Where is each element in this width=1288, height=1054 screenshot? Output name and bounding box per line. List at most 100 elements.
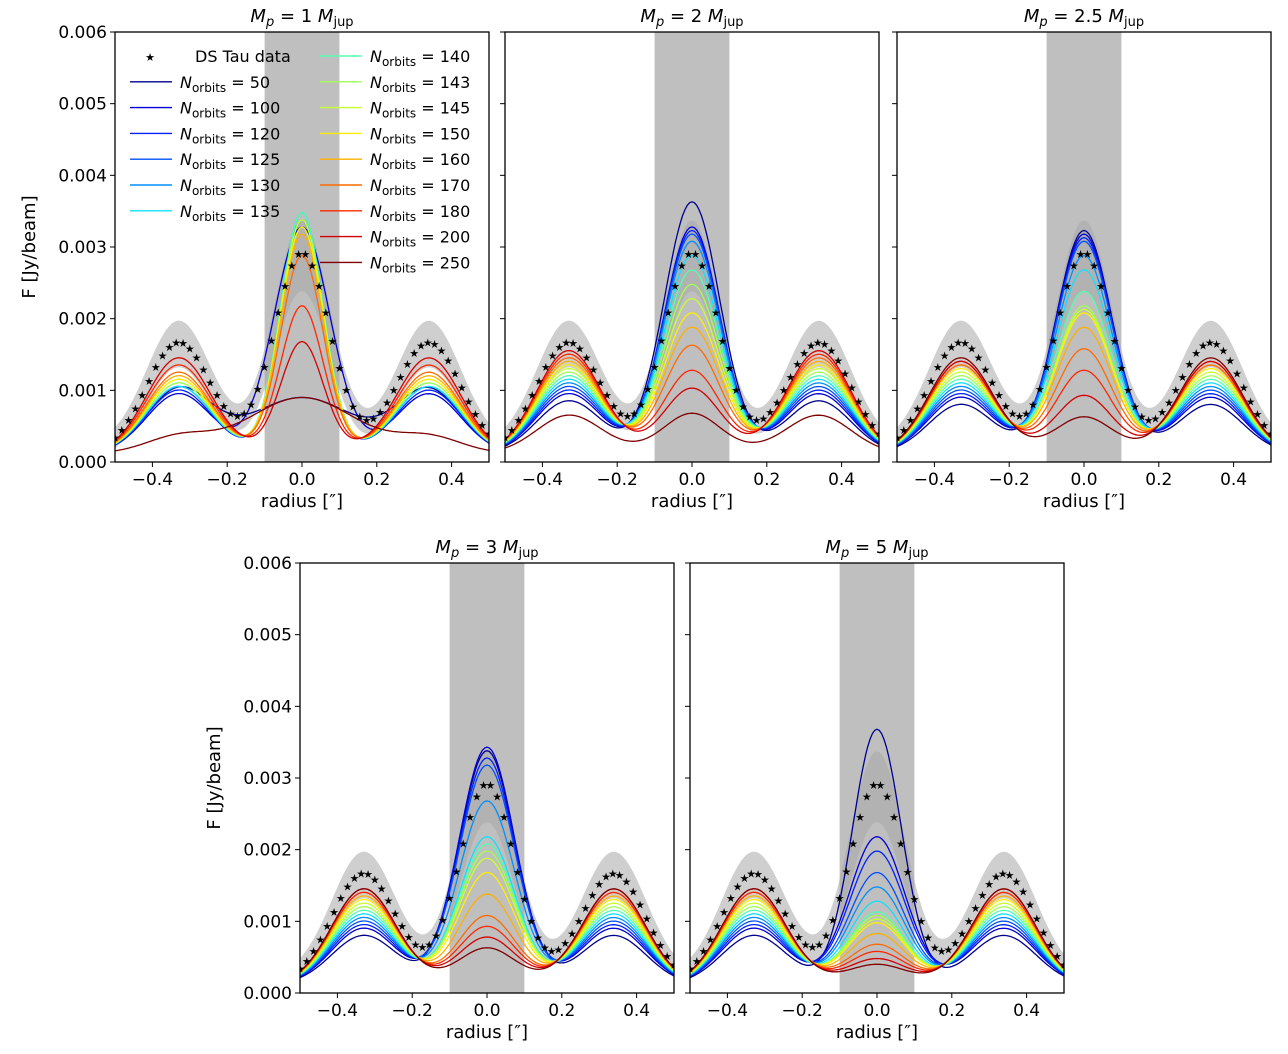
data-point: ★: [987, 376, 997, 389]
data-point: ★: [1259, 419, 1269, 432]
data-point: ★: [642, 912, 652, 925]
model-line: [300, 871, 674, 974]
data-point: ★: [826, 344, 836, 357]
data-point: ★: [1018, 886, 1028, 899]
data-point: ★: [772, 396, 782, 409]
data-point: ★: [919, 389, 929, 402]
x-tick-label: 0.2: [548, 1001, 575, 1021]
data-point: ★: [1014, 410, 1024, 423]
data-point: ★: [266, 335, 276, 348]
data-point: ★: [368, 412, 378, 425]
data-point: ★: [472, 790, 482, 803]
model-line: [300, 836, 674, 976]
model-line: [300, 800, 674, 976]
data-point: ★: [670, 280, 680, 293]
data-point: ★: [937, 945, 947, 958]
x-axis-label: radius [″]: [1043, 491, 1125, 512]
model-line: [690, 902, 1064, 974]
data-point: ★: [411, 938, 421, 951]
data-point: ★: [513, 866, 523, 879]
data-point: ★: [848, 837, 858, 850]
data-point: ★: [903, 866, 913, 879]
x-tick-label: 0.0: [473, 1001, 500, 1021]
y-tick-label: 0.006: [243, 554, 292, 574]
model-line: [505, 283, 879, 443]
data-point: ★: [733, 880, 743, 893]
legend-label: Norbits = 130: [180, 176, 280, 198]
x-tick-label: 0.0: [863, 1001, 890, 1021]
legend-label: Norbits = 150: [370, 124, 470, 146]
data-point: ★: [896, 838, 906, 851]
data-point: ★: [1039, 926, 1049, 939]
data-point: ★: [534, 375, 544, 388]
plot-area: ★★★★★★★★★★★★★★★★★★★★★★★★★★★★★★★★★★★★★★★★…: [690, 563, 1069, 993]
data-point: ★: [906, 414, 916, 427]
data-point: ★: [417, 941, 427, 954]
data-point: ★: [307, 259, 317, 272]
x-tick-label: 0.4: [1220, 470, 1247, 490]
model-line: [300, 750, 674, 979]
data-point: ★: [1089, 259, 1099, 272]
data-point: ★: [799, 347, 809, 360]
data-point: ★: [322, 920, 332, 933]
data-point: ★: [1178, 371, 1188, 384]
data-point: ★: [835, 892, 845, 905]
data-point: ★: [377, 882, 387, 895]
data-point: ★: [1123, 384, 1133, 397]
data-point: ★: [1052, 950, 1062, 963]
model-line: [115, 226, 489, 444]
model-line: [115, 305, 489, 442]
model-line: [300, 857, 674, 974]
data-point: ★: [507, 424, 517, 437]
x-tick-label: 0.0: [288, 470, 315, 490]
data-point: ★: [821, 929, 831, 942]
data-point: ★: [758, 412, 768, 425]
data-point: ★: [1011, 875, 1021, 888]
data-point: ★: [553, 943, 563, 956]
y-tick-label: 0.002: [243, 841, 292, 861]
x-tick-label: −0.4: [132, 470, 173, 490]
data-point: ★: [731, 384, 741, 397]
data-point: ★: [1035, 383, 1045, 396]
data-point: ★: [899, 424, 909, 437]
data-point: ★: [363, 868, 373, 881]
data-point: ★: [806, 340, 816, 353]
model-line: [690, 836, 1064, 978]
data-point: ★: [144, 375, 154, 388]
data-point: ★: [404, 931, 414, 944]
legend-label: Norbits = 250: [370, 253, 470, 275]
model-line: [505, 201, 879, 447]
data-point: ★: [246, 398, 256, 411]
model-line: [690, 886, 1064, 976]
data-point: ★: [1059, 959, 1069, 972]
data-point: ★: [984, 878, 994, 891]
model-line: [897, 357, 1271, 441]
data-point: ★: [892, 431, 902, 444]
data-point: ★: [684, 248, 694, 261]
y-tick-label: 0.000: [58, 453, 107, 473]
data-point: ★: [382, 396, 392, 409]
data-point: ★: [533, 931, 543, 944]
data-point: ★: [423, 336, 433, 349]
model-line: [300, 757, 674, 977]
data-point: ★: [294, 248, 304, 261]
data-point: ★: [1191, 347, 1201, 360]
x-tick-label: 0.0: [1070, 470, 1097, 490]
data-point: ★: [677, 259, 687, 272]
x-tick-label: 0.4: [1013, 1001, 1040, 1021]
data-point: ★: [499, 811, 509, 824]
data-point: ★: [855, 811, 865, 824]
data-point: ★: [726, 892, 736, 905]
model-line: [690, 909, 1064, 975]
x-axis-label: radius [″]: [261, 491, 343, 512]
data-point: ★: [443, 355, 453, 368]
data-point: ★: [588, 363, 598, 376]
data-point: ★: [663, 306, 673, 319]
data-point: ★: [773, 894, 783, 907]
panel-title: Mp = 1 Mjup: [250, 6, 353, 30]
model-line: [505, 312, 879, 442]
data-point: ★: [889, 811, 899, 824]
data-point: ★: [1218, 344, 1228, 357]
data-point: ★: [329, 906, 339, 919]
x-tick-label: 0.2: [753, 470, 780, 490]
